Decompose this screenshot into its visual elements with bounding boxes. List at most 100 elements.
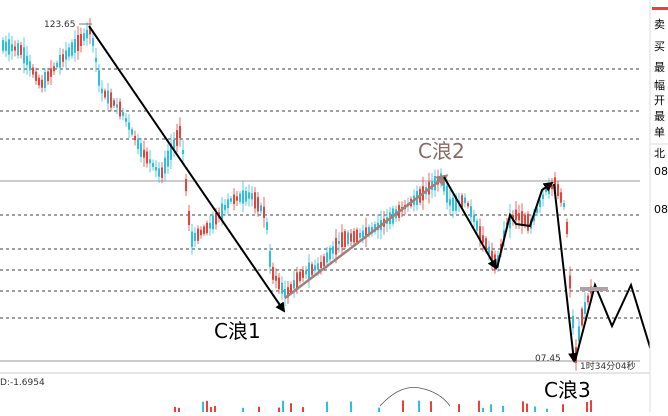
candle-body-22 bbox=[68, 47, 70, 57]
candle-body-27 bbox=[83, 33, 85, 41]
indicator-bar-18 bbox=[458, 404, 460, 412]
candle-body-185 bbox=[557, 184, 559, 196]
panel-row-amplitude: 幅 bbox=[654, 79, 665, 92]
candle-body-0 bbox=[2, 40, 4, 51]
candle-body-180 bbox=[542, 194, 544, 200]
candle-body-161 bbox=[485, 238, 487, 252]
candle-body-35 bbox=[107, 90, 109, 104]
candle-body-29 bbox=[89, 27, 91, 35]
candle-body-120 bbox=[362, 230, 364, 238]
indicator-bar-23 bbox=[522, 401, 524, 412]
candle-body-18 bbox=[56, 62, 58, 68]
candle-body-42 bbox=[128, 122, 130, 130]
candle-body-44 bbox=[134, 135, 136, 141]
candle-body-98 bbox=[296, 272, 298, 289]
candle-body-17 bbox=[53, 66, 55, 72]
candle-body-153 bbox=[461, 195, 463, 208]
candle-body-171 bbox=[515, 209, 517, 221]
candle-body-105 bbox=[317, 263, 319, 270]
indicator-bar-6 bbox=[242, 407, 244, 412]
candle-body-78 bbox=[236, 196, 238, 201]
candle-body-172 bbox=[518, 213, 520, 221]
indicator-readout: D:-1.6954 bbox=[0, 378, 45, 388]
candle-body-68 bbox=[206, 222, 208, 234]
indicator-bar-29 bbox=[590, 400, 592, 412]
candle-body-80 bbox=[242, 190, 244, 204]
candle-body-75 bbox=[227, 199, 229, 209]
candle-body-65 bbox=[197, 228, 199, 241]
candle-body-52 bbox=[158, 168, 160, 177]
candle-body-4 bbox=[14, 46, 16, 51]
candle-body-2 bbox=[8, 39, 10, 55]
indicator-bar-25 bbox=[534, 406, 536, 412]
candle-body-32 bbox=[98, 70, 100, 86]
indicator-bar-20 bbox=[482, 407, 484, 412]
wave-label-c2: C浪2 bbox=[418, 139, 465, 163]
indicator-bar-8 bbox=[278, 407, 280, 412]
panel-row-sell: 卖 bbox=[654, 18, 665, 31]
candle-body-10 bbox=[32, 67, 34, 75]
candle-body-40 bbox=[122, 112, 124, 116]
indicator-bar-19 bbox=[478, 400, 480, 412]
projection-zigzag bbox=[574, 281, 663, 382]
candle-body-45 bbox=[137, 139, 139, 149]
candle-body-110 bbox=[332, 246, 334, 254]
indicator-bar-14 bbox=[378, 407, 380, 412]
indicator-bar-7 bbox=[258, 406, 260, 412]
candle-body-183 bbox=[551, 184, 553, 190]
candle-body-193 bbox=[581, 308, 583, 326]
right-info-panel: 卖 买 最 幅 开 最 单 北 08 08 bbox=[649, 0, 668, 412]
candle-body-188 bbox=[566, 221, 568, 235]
indicator-bar-28 bbox=[586, 401, 588, 412]
candle-body-119 bbox=[359, 232, 361, 238]
candle-body-16 bbox=[50, 68, 52, 77]
candle-body-151 bbox=[455, 195, 457, 211]
candle-body-90 bbox=[272, 266, 274, 280]
candle-body-108 bbox=[326, 252, 328, 263]
c-wave-3-leg bbox=[553, 183, 579, 363]
candle-body-71 bbox=[215, 213, 217, 225]
candle-body-51 bbox=[155, 167, 157, 171]
c-wave-1-trendline bbox=[88, 25, 286, 313]
candle-body-114 bbox=[344, 231, 346, 247]
candle-body-162 bbox=[488, 246, 490, 255]
candle-body-48 bbox=[146, 151, 148, 164]
candle-body-93 bbox=[281, 282, 283, 294]
indicator-bar-24 bbox=[526, 403, 528, 412]
candle-body-54 bbox=[164, 157, 166, 174]
candle-body-28 bbox=[86, 29, 88, 39]
candle-body-38 bbox=[116, 104, 118, 108]
wave-annotations bbox=[88, 25, 663, 382]
low-price-label: 07.45 bbox=[535, 354, 561, 364]
candle-body-101 bbox=[305, 270, 307, 275]
candle-body-84 bbox=[254, 192, 256, 209]
candle-body-150 bbox=[452, 197, 454, 211]
candle-body-117 bbox=[353, 231, 355, 243]
panel-row-unit: 单 bbox=[654, 126, 665, 139]
candle-body-104 bbox=[314, 265, 316, 271]
wave-label-c3: C浪3 bbox=[544, 378, 591, 402]
candle-body-77 bbox=[233, 194, 235, 204]
candle-body-46 bbox=[140, 143, 142, 157]
candle-body-13 bbox=[41, 79, 43, 88]
candle-body-62 bbox=[188, 211, 190, 225]
candle-body-88 bbox=[266, 222, 268, 230]
candle-body-92 bbox=[278, 277, 280, 290]
indicator-bar-26 bbox=[546, 408, 548, 412]
candle-body-159 bbox=[479, 226, 481, 240]
candle-body-115 bbox=[347, 232, 349, 245]
candle-body-50 bbox=[152, 163, 154, 167]
indicator-panel bbox=[174, 387, 592, 412]
indicator-bar-13 bbox=[350, 401, 352, 412]
candle-body-97 bbox=[293, 280, 295, 289]
candle-body-169 bbox=[509, 213, 511, 229]
candle-body-15 bbox=[47, 71, 49, 82]
candle-body-49 bbox=[149, 159, 151, 164]
candle-body-179 bbox=[539, 200, 541, 208]
candle-body-124 bbox=[374, 224, 376, 232]
candle-body-157 bbox=[473, 215, 475, 222]
candle-body-20 bbox=[62, 54, 64, 62]
c-wave-2-arrow bbox=[284, 174, 449, 299]
